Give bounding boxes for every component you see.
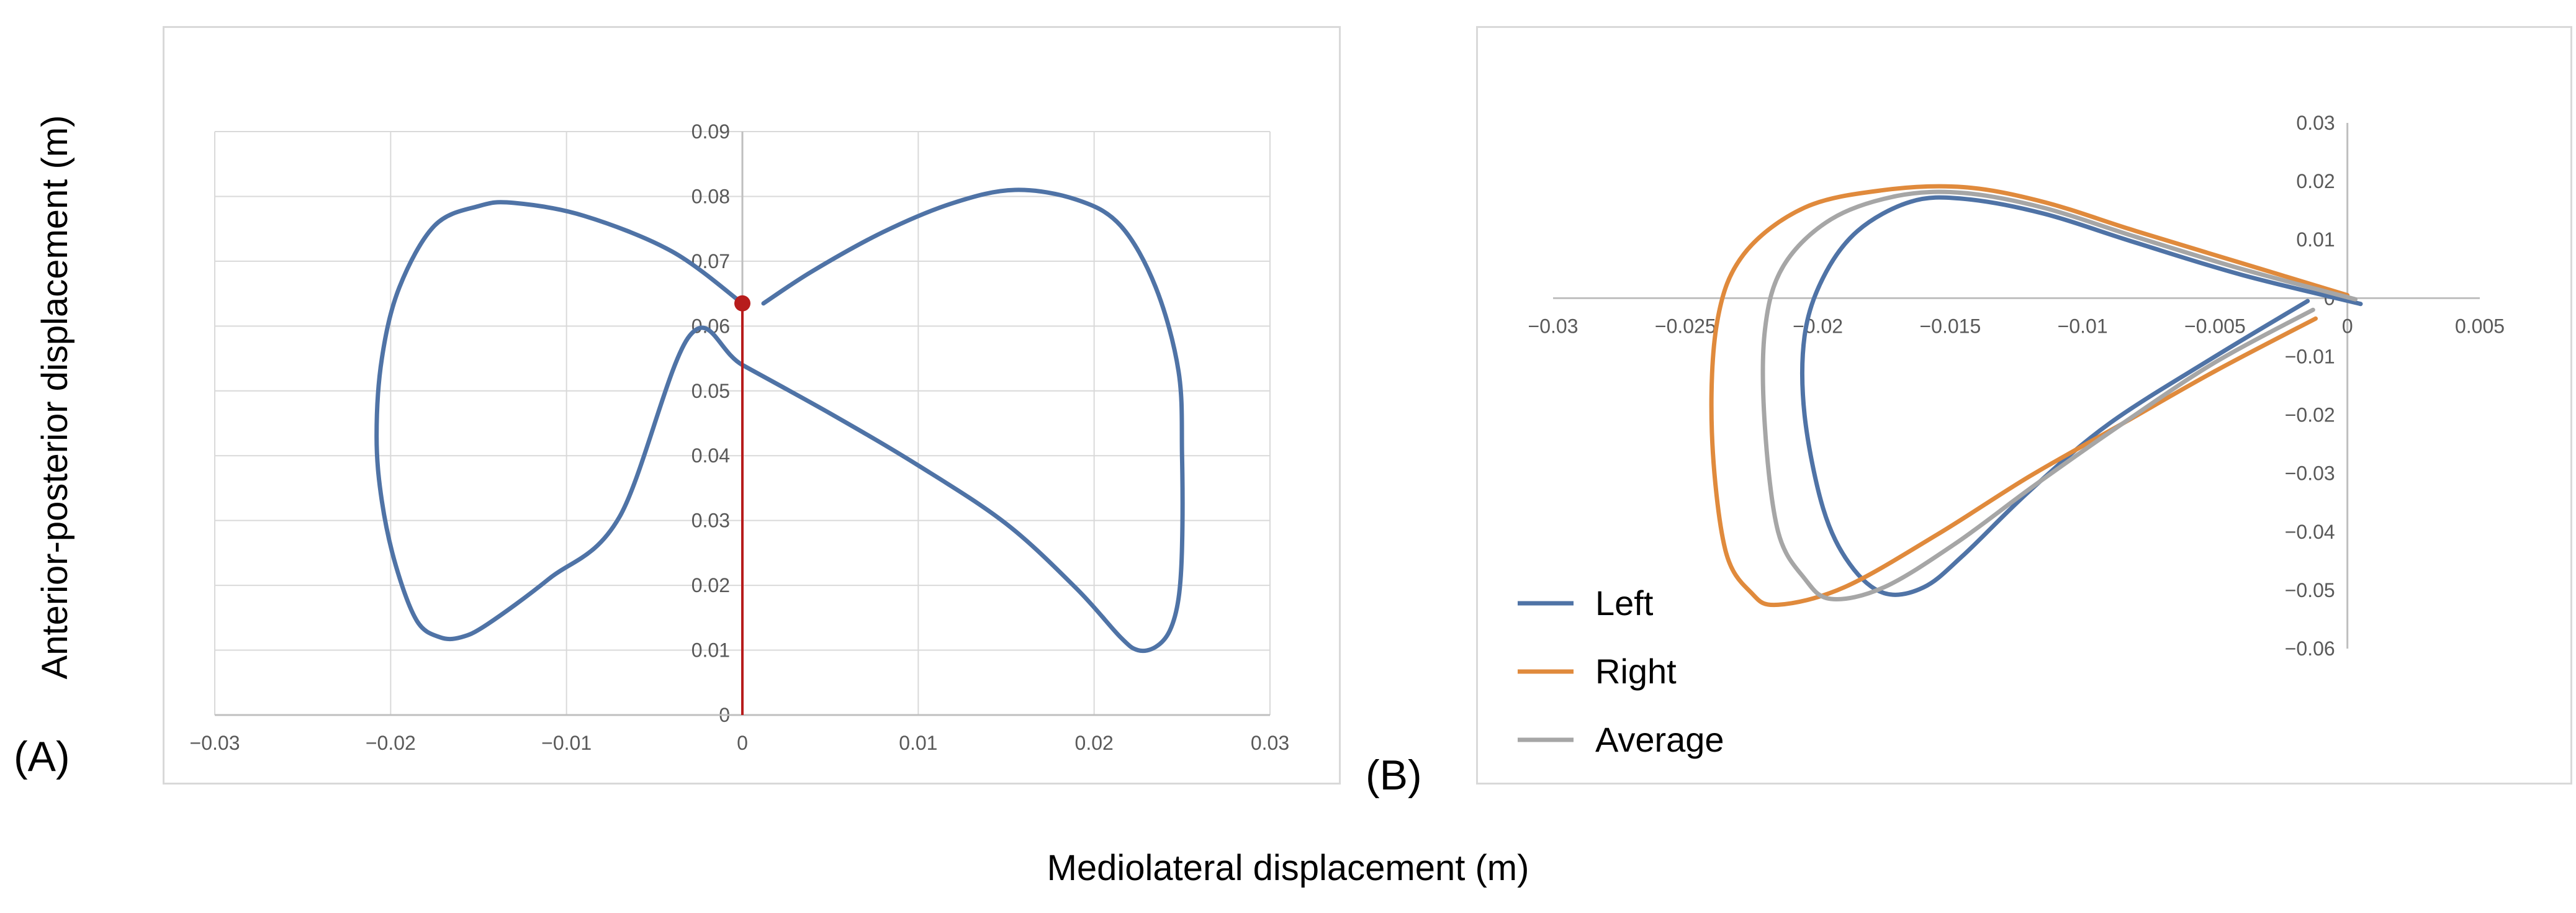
panel-a-chart-area — [163, 26, 1341, 785]
panel-b-chart-area — [1476, 26, 2572, 785]
